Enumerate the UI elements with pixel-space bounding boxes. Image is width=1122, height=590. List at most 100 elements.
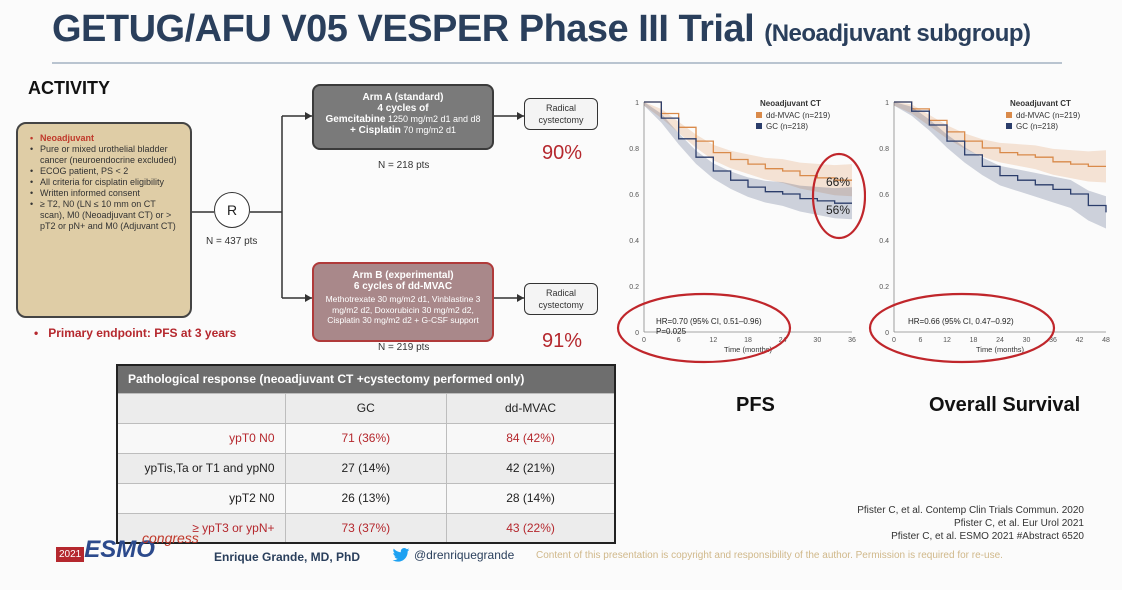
hr-text: HR=0.70 (95% CI, 0.51–0.96) — [656, 317, 762, 326]
legend-entry: GC (n=218) — [1016, 122, 1058, 131]
table-row: ypT2 N0 26 (13%) 28 (14%) — [116, 482, 616, 514]
legend-entry: dd-MVAC (n=219) — [1016, 111, 1080, 120]
y-tick-label: 0.4 — [629, 238, 639, 245]
slide-title: GETUG/AFU V05 VESPER Phase III Trial (Ne… — [52, 8, 1031, 51]
mvac-value: 42 (21%) — [446, 452, 616, 484]
copyright-notice: Content of this presentation is copyrigh… — [536, 550, 1003, 561]
x-tick-label: 30 — [813, 337, 821, 344]
arm-a-dose1: 1250 mg/m2 d1 and d8 — [387, 114, 481, 124]
x-tick-label: 0 — [892, 337, 896, 344]
legend-swatch — [1006, 112, 1012, 118]
inclusion-criteria-box: NeoadjuvantPure or mixed urothelial blad… — [16, 122, 192, 318]
y-tick-label: 0.6 — [879, 192, 889, 199]
arm-b-n: N = 219 pts — [378, 342, 430, 353]
y-tick-label: 1 — [635, 100, 639, 107]
legend-title: Neoadjuvant CT — [1010, 99, 1071, 108]
mvac-value: 43 (22%) — [446, 512, 616, 544]
arm-b-cystectomy-rate: 91% — [542, 330, 583, 352]
row-label: ≥ ypT3 or ypN+ — [116, 512, 286, 544]
y-tick-label: 0 — [885, 330, 889, 337]
criteria-item: Pure or mixed urothelial bladder cancer … — [30, 144, 182, 166]
table-row: ypT0 N0 71 (36%) 84 (42%) — [116, 422, 616, 454]
y-tick-label: 0.8 — [879, 146, 889, 153]
survival-annotation: 56% — [826, 203, 850, 217]
arm-a-n: N = 218 pts — [378, 160, 430, 171]
legend-swatch — [756, 123, 762, 129]
arm-a-dose2: 70 mg/m2 d1 — [403, 125, 456, 135]
x-tick-label: 6 — [919, 337, 923, 344]
legend-entry: GC (n=218) — [766, 122, 808, 131]
criteria-item: ≥ T2, N0 (LN ≤ 10 mm on CT scan), M0 (Ne… — [30, 199, 182, 232]
slide-title-main: GETUG/AFU V05 VESPER Phase III Trial — [52, 8, 755, 50]
legend-swatch — [1006, 123, 1012, 129]
arm-b-title: Arm B (experimental) — [352, 270, 454, 281]
p-value-text: P=0.025 — [656, 327, 687, 336]
column-header-gc: GC — [284, 392, 448, 424]
mvac-value: 84 (42%) — [446, 422, 616, 454]
gc-value: 73 (37%) — [284, 512, 448, 544]
series-line-gc — [894, 101, 1107, 213]
x-axis-label: Time (months) — [724, 345, 773, 354]
y-tick-label: 0.6 — [629, 192, 639, 199]
survival-highlight-ellipse — [811, 152, 866, 240]
row-label: ypTis,Ta or T1 and ypN0 — [116, 452, 286, 484]
confidence-band — [894, 102, 1106, 229]
hr-highlight-ellipse — [868, 292, 1056, 364]
references: Pfister C, et al. Contemp Clin Trials Co… — [857, 504, 1084, 543]
logo-esmo: ESMO — [84, 536, 155, 563]
slide-subtitle: (Neoadjuvant subgroup) — [764, 20, 1031, 47]
section-heading: ACTIVITY — [28, 78, 111, 98]
hr-highlight-ellipse — [616, 292, 792, 364]
x-tick-label: 18 — [744, 337, 752, 344]
total-patients: N = 437 pts — [206, 236, 258, 247]
criteria-item: Written informed consent — [30, 188, 182, 199]
esmo-logo: 2021 ESMO congress — [56, 530, 199, 566]
row-label: ypT0 N0 — [116, 422, 286, 454]
x-tick-label: 6 — [677, 337, 681, 344]
gc-value: 27 (14%) — [284, 452, 448, 484]
arm-a-title: Arm A (standard) — [362, 92, 444, 103]
gc-value: 71 (36%) — [284, 422, 448, 454]
x-tick-label: 30 — [1023, 337, 1031, 344]
criteria-item: All criteria for cisplatin eligibility — [30, 177, 182, 188]
table-body: GC dd-MVAC ypT0 N0 71 (36%) 84 (42%) ypTis,… — [116, 392, 616, 544]
randomization-node: R — [214, 192, 250, 228]
y-tick-label: 0 — [635, 330, 639, 337]
x-tick-label: 36 — [848, 337, 856, 344]
primary-endpoint-text: Primary endpoint: PFS at 3 years — [48, 326, 237, 340]
y-tick-label: 0.8 — [629, 146, 639, 153]
arm-a-box: Arm A (standard) 4 cycles of Gemcitabine… — [312, 84, 494, 150]
legend-swatch — [756, 112, 762, 118]
os-chart: 0 0.2 0.4 0.6 0.8 1 0 6 12 18 24 30 36 42 48 Time (mont… — [868, 99, 1110, 364]
primary-endpoint: • Primary endpoint: PFS at 3 years — [34, 326, 237, 340]
table-row: ≥ ypT3 or ypN+ 73 (37%) 43 (22%) — [116, 512, 616, 544]
criteria-list: NeoadjuvantPure or mixed urothelial blad… — [30, 133, 182, 232]
legend-title: Neoadjuvant CT — [760, 99, 821, 108]
pathological-response-table: Pathological response (neoadjuvant CT +c… — [116, 364, 616, 544]
table-corner — [116, 392, 286, 424]
x-tick-label: 36 — [1049, 337, 1057, 344]
os-chart-title: Overall Survival — [929, 394, 1081, 416]
row-label: ypT2 N0 — [116, 482, 286, 514]
logo-year: 2021 — [56, 547, 85, 562]
criteria-item: Neoadjuvant — [30, 133, 182, 144]
x-tick-label: 18 — [970, 337, 978, 344]
logo-congress: congress — [142, 530, 199, 546]
hr-text: HR=0.66 (95% CI, 0.47–0.92) — [908, 317, 1014, 326]
mvac-value: 28 (14%) — [446, 482, 616, 514]
arm-a-drug1: Gemcitabine — [325, 114, 386, 125]
x-tick-label: 24 — [996, 337, 1004, 344]
table-row: ypTis,Ta or T1 and ypN0 27 (14%) 42 (21%) — [116, 452, 616, 484]
gc-value: 26 (13%) — [284, 482, 448, 514]
criteria-item: ECOG patient, PS < 2 — [30, 166, 182, 177]
series-line-gc — [644, 101, 852, 204]
arm-b-cystectomy: Radical cystectomy — [524, 283, 598, 315]
x-tick-label: 0 — [642, 337, 646, 344]
survival-annotation: 66% — [826, 175, 850, 189]
x-tick-label: 12 — [709, 337, 717, 344]
x-tick-label: 42 — [1076, 337, 1084, 344]
y-tick-label: 1 — [885, 100, 889, 107]
twitter-handle: @drenriquegrande — [392, 548, 514, 562]
